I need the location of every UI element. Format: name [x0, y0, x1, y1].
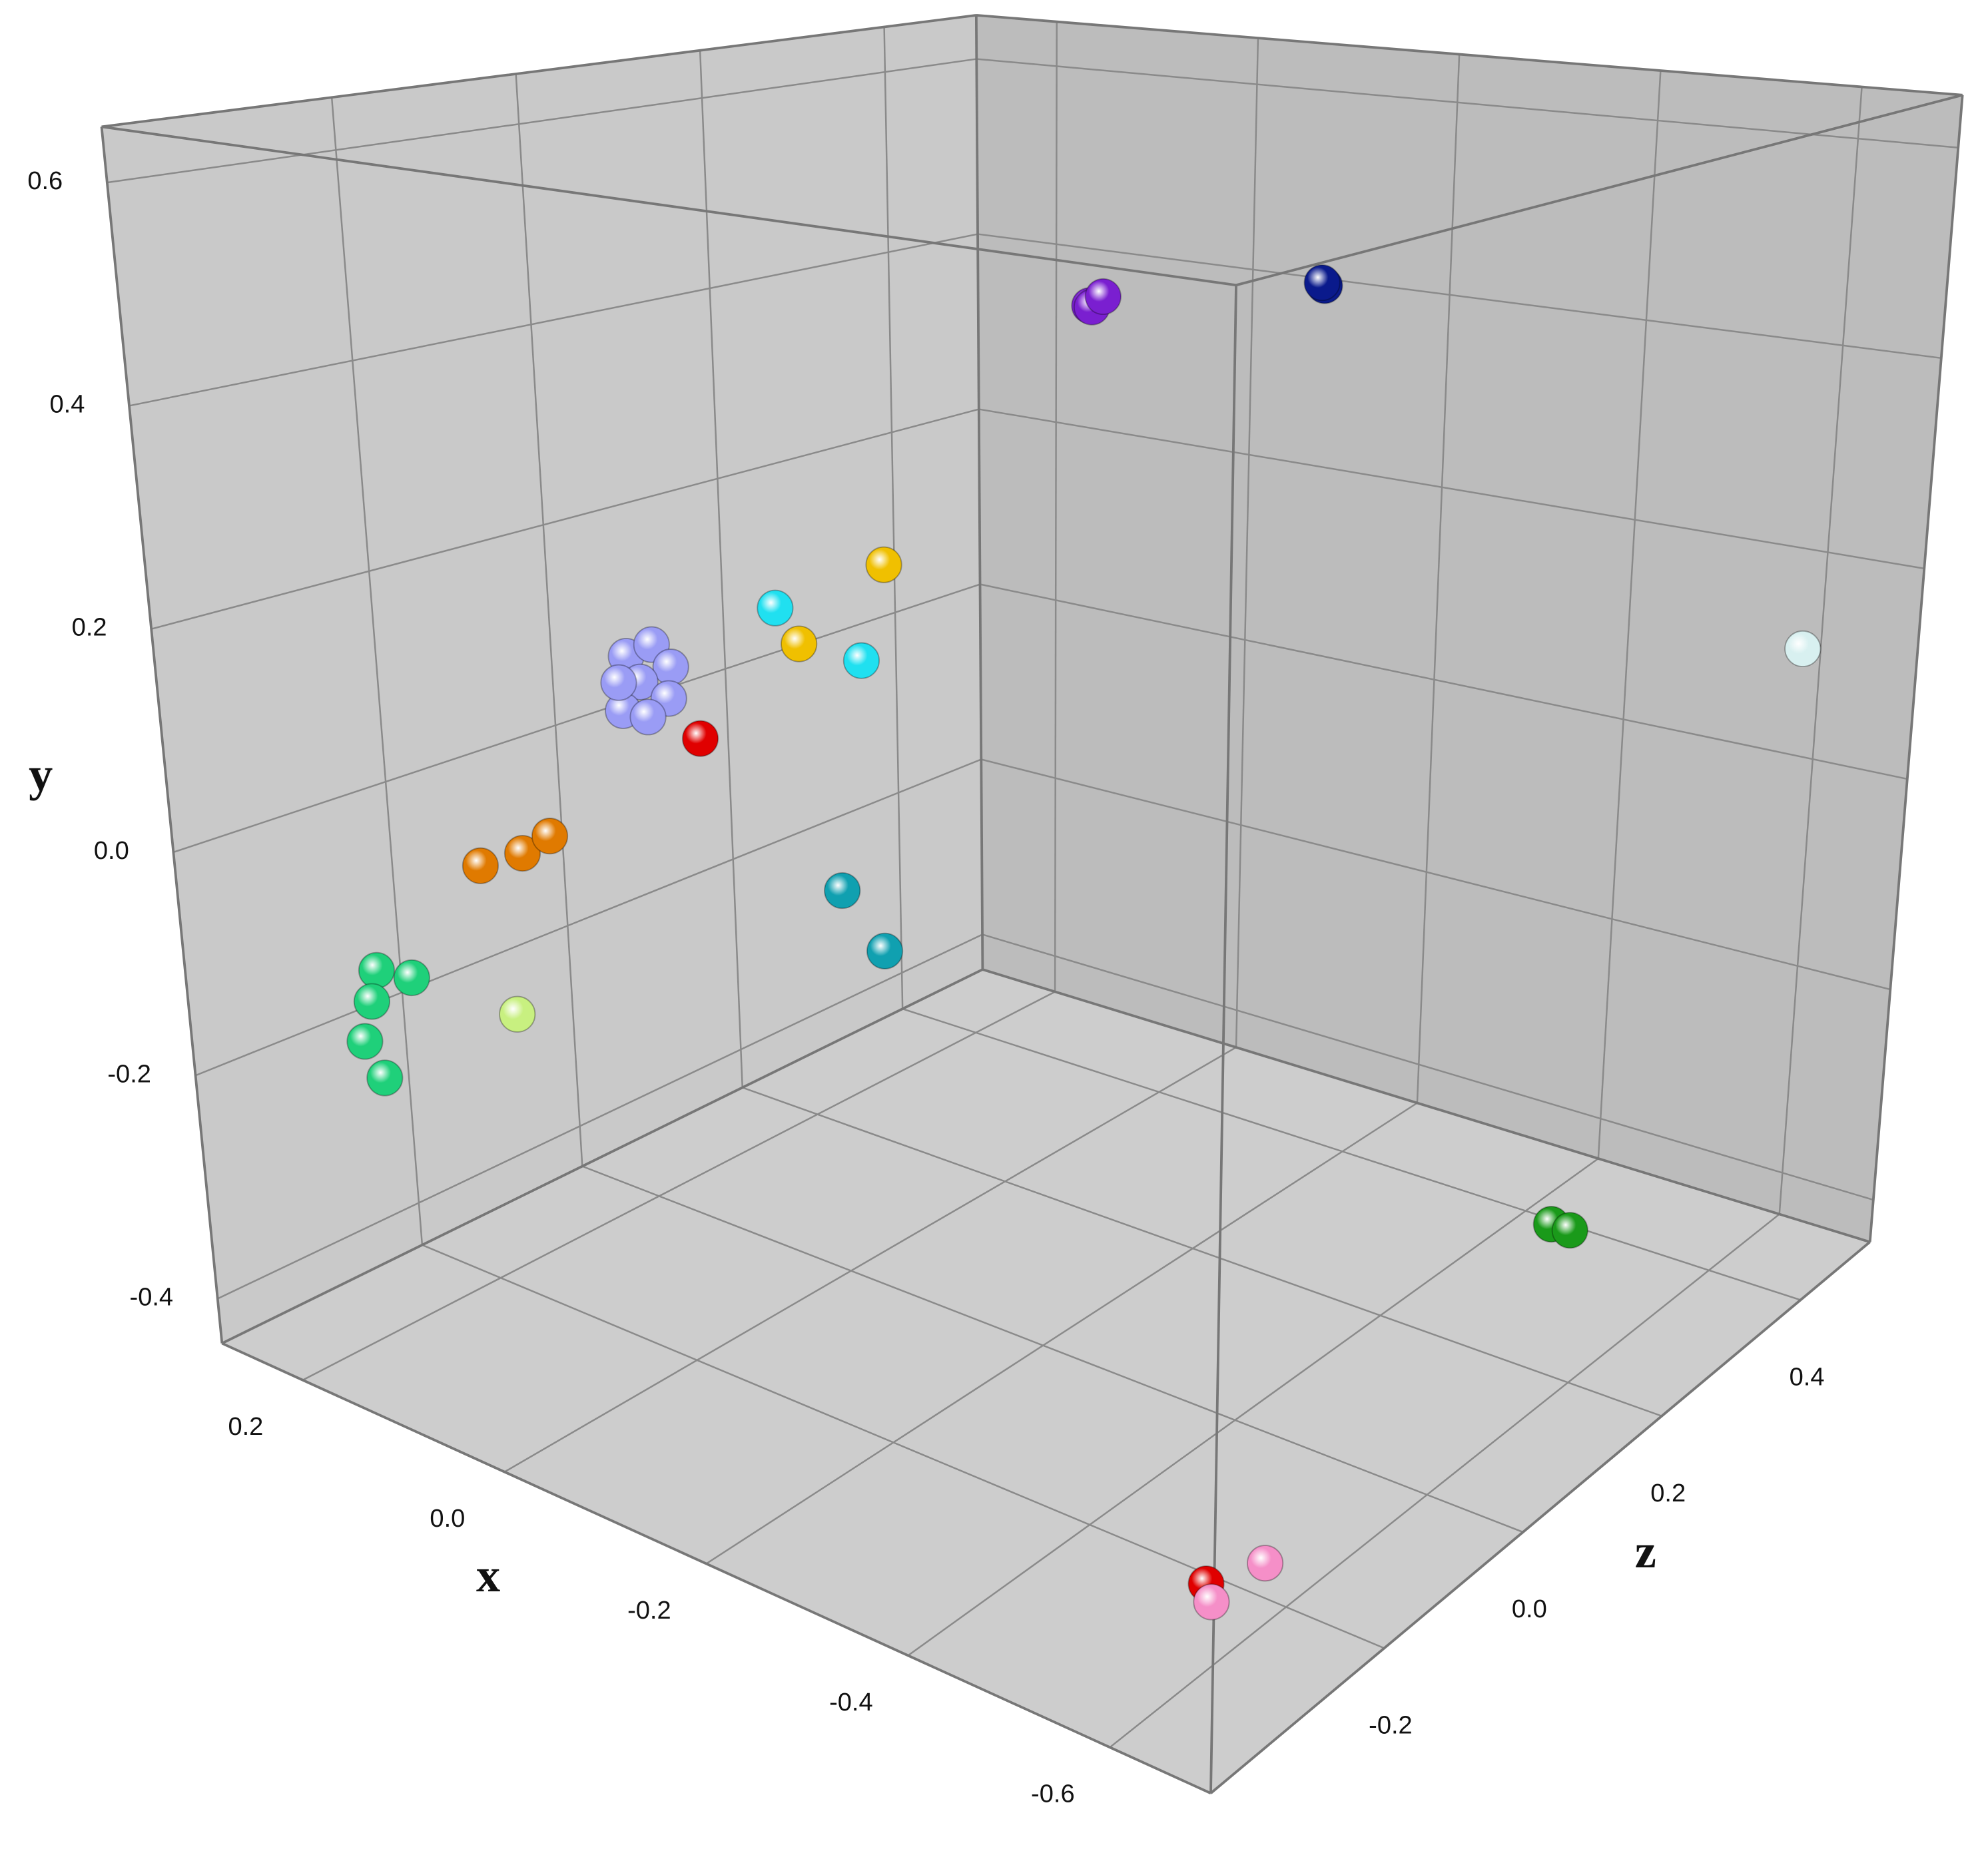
z-tick-label: 0.2 — [1650, 1479, 1686, 1507]
grid-line — [977, 233, 1941, 360]
z-axis-label: z — [1635, 1525, 1656, 1578]
data-point — [358, 951, 396, 989]
grid-line — [503, 1046, 1237, 1473]
grid — [107, 21, 1959, 1748]
data-point — [781, 625, 818, 662]
grid-line — [330, 97, 424, 1245]
x-tick-label: 0.2 — [228, 1413, 263, 1441]
y-tick-label: 0.6 — [27, 167, 63, 195]
floor — [222, 969, 1870, 1794]
grid-line — [1778, 87, 1863, 1214]
data-point — [531, 818, 569, 855]
grid-line — [980, 583, 1908, 780]
data-point — [1084, 278, 1122, 316]
data-point — [600, 664, 637, 701]
y-tick-label: 0.4 — [49, 390, 85, 418]
grid-line — [976, 58, 1959, 148]
grid-line — [1235, 38, 1259, 1048]
grid-line — [515, 73, 583, 1167]
cube-edge — [221, 968, 984, 1345]
y-tick-label: -0.2 — [107, 1060, 151, 1088]
data-point — [462, 847, 499, 884]
grid-line — [302, 991, 1056, 1381]
data-point — [1193, 1583, 1230, 1621]
data-point — [865, 546, 902, 583]
data-point — [353, 983, 390, 1020]
data-point — [842, 642, 880, 679]
cube-edge — [101, 13, 977, 129]
cube-edge — [1235, 93, 1963, 287]
grid-line — [705, 1102, 1418, 1565]
cube-edge — [1209, 285, 1237, 1794]
x-tick-label: -0.6 — [1031, 1780, 1075, 1808]
grid-line — [907, 1158, 1599, 1657]
grid-line — [742, 1087, 1662, 1417]
grid-line — [1109, 1213, 1780, 1748]
z-tick-label: 0.0 — [1512, 1595, 1547, 1623]
y-axis-label: y — [29, 748, 53, 801]
grid-line — [699, 50, 743, 1088]
x-axis-label: x — [476, 1549, 500, 1602]
points — [346, 264, 1822, 1621]
grid-line — [1054, 21, 1058, 992]
grid-line — [978, 408, 1925, 570]
y-tick-label: -0.4 — [130, 1284, 174, 1312]
grid-line — [151, 408, 980, 630]
y-tick-label: 0.0 — [94, 837, 129, 865]
cube-edge — [221, 1342, 1211, 1794]
data-point — [757, 589, 794, 627]
grid-line — [883, 27, 904, 1009]
grid-line — [422, 1244, 1385, 1649]
cube-edge — [982, 968, 1871, 1244]
data-point — [652, 649, 689, 686]
left-wall — [101, 15, 983, 1344]
data-point — [866, 932, 904, 969]
grid-line — [195, 758, 982, 1077]
grid-line — [129, 233, 978, 407]
data-point — [366, 1059, 404, 1097]
data-point — [1551, 1212, 1588, 1249]
cube-edges — [100, 13, 1964, 1794]
cube-edge — [100, 127, 224, 1344]
data-point — [1247, 1545, 1284, 1582]
data-point — [1303, 264, 1341, 302]
data-point — [346, 1023, 384, 1060]
cube-edge — [101, 125, 1237, 287]
cube-edge — [1868, 95, 1964, 1242]
y-tick-label: 0.2 — [72, 614, 107, 642]
x-tick-label: -0.4 — [829, 1689, 873, 1717]
grid-line — [107, 58, 977, 184]
data-point — [681, 720, 719, 757]
data-point — [393, 959, 430, 997]
cube-edge — [1209, 1240, 1871, 1794]
z-tick-label: 0.4 — [1790, 1364, 1825, 1392]
grid-line — [980, 758, 1891, 991]
x-tick-label: -0.2 — [627, 1597, 671, 1625]
cube-edge — [976, 13, 1963, 97]
data-point — [499, 995, 536, 1033]
data-point — [824, 872, 861, 910]
x-tick-label: 0.0 — [430, 1505, 465, 1533]
cube-edge — [974, 15, 984, 970]
grid-line — [581, 1165, 1524, 1533]
grid-line — [172, 583, 980, 854]
grid-line — [1597, 70, 1662, 1159]
grid-line — [902, 1007, 1801, 1301]
walls — [101, 15, 1963, 1794]
labels: x y z -0.4 -0.2 0.0 0.2 0.4 0.6 0.2 0.0 -0.2 -0.4… — [27, 167, 1824, 1808]
data-point — [1784, 630, 1822, 667]
z-tick-label: -0.2 — [1369, 1711, 1413, 1739]
data-point — [503, 834, 541, 872]
right-wall — [976, 15, 1963, 1242]
grid-line — [982, 933, 1874, 1201]
grid-line — [217, 933, 983, 1300]
data-point — [629, 698, 667, 736]
